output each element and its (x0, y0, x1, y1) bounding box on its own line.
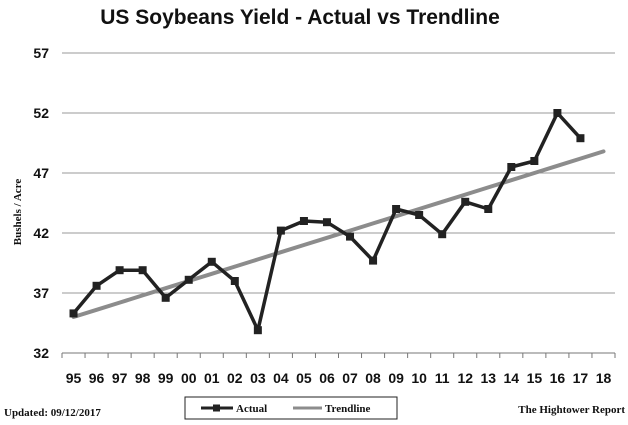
x-tick-label: 99 (158, 370, 174, 386)
series-layer (69, 109, 606, 335)
x-tick-label: 01 (204, 370, 220, 386)
actual-data-point (346, 232, 355, 241)
grid (62, 52, 615, 294)
actual-data-point (576, 134, 585, 143)
legend-actual-marker (213, 404, 220, 412)
legend-box (184, 396, 398, 420)
x-tick-label: 13 (480, 370, 496, 386)
x-tick-label: 18 (596, 370, 612, 386)
x-axis-ticks: 95 96 97 98 99 00 01 02 03 04 05 06 07 08 09 10 11 12 13 14… (66, 370, 612, 386)
y-tick-label: 37 (33, 285, 49, 301)
actual-data-point (115, 266, 124, 275)
actual-data-point (507, 163, 516, 171)
x-tick-label: 00 (181, 370, 197, 386)
actual-data-point (553, 109, 562, 117)
y-tick-label: 47 (33, 165, 49, 181)
x-tick-label: 07 (342, 370, 358, 386)
legend-trendline-label: Trendline (325, 403, 371, 415)
actual-data-point (369, 256, 378, 265)
legend-actual-label: Actual (236, 403, 267, 415)
y-tick-label: 57 (33, 45, 49, 61)
actual-data-point (253, 326, 262, 335)
x-tick-label: 14 (504, 370, 520, 386)
actual-data-point (461, 197, 470, 206)
x-tick-label: 11 (435, 370, 450, 386)
actual-data-point (138, 266, 147, 275)
x-tick-label: 06 (319, 370, 335, 386)
y-axis-ticks: 32 37 42 47 52 57 (33, 45, 49, 361)
x-tick-label: 03 (250, 370, 266, 386)
x-tick-label: 95 (66, 370, 82, 386)
y-axis-label: Bushels / Acre (12, 179, 24, 246)
y-tick-label: 42 (33, 225, 49, 241)
y-tick-label: 52 (33, 105, 49, 121)
x-tick-label: 15 (527, 370, 543, 386)
trendline-series-line (71, 149, 606, 319)
legend: Actual Trendline (184, 396, 398, 420)
updated-date: Updated: 09/12/2017 (4, 407, 101, 419)
source-credit: The Hightower Report (518, 404, 625, 416)
x-tick-label: 09 (388, 370, 404, 386)
x-tick-label: 98 (135, 370, 151, 386)
actual-data-point (530, 157, 539, 165)
x-tick-label: 05 (296, 370, 312, 386)
actual-data-point (207, 257, 216, 266)
actual-data-point (276, 226, 285, 235)
actual-data-point (438, 230, 447, 239)
actual-data-point (415, 211, 424, 219)
x-tick-label: 02 (227, 370, 243, 386)
x-tick-label: 12 (457, 370, 473, 386)
actual-data-point (230, 277, 239, 285)
x-axis-tick-marks (61, 353, 616, 358)
x-tick-label: 08 (365, 370, 381, 386)
actual-data-point (184, 275, 193, 284)
x-tick-label: 96 (89, 370, 105, 386)
actual-data-point (392, 205, 401, 213)
x-tick-label: 04 (273, 370, 289, 386)
chart-title: US Soybeans Yield - Actual vs Trendline (100, 6, 500, 29)
actual-data-point (92, 281, 101, 290)
actual-data-point (69, 309, 78, 318)
y-tick-label: 32 (33, 345, 49, 361)
x-tick-label: 16 (550, 370, 566, 386)
actual-data-point (322, 218, 331, 227)
actual-data-point (299, 217, 308, 225)
x-tick-label: 97 (112, 370, 128, 386)
actual-data-point (161, 293, 170, 302)
x-tick-label: 10 (411, 370, 427, 386)
x-tick-label: 17 (573, 370, 589, 386)
actual-data-point (484, 205, 493, 213)
